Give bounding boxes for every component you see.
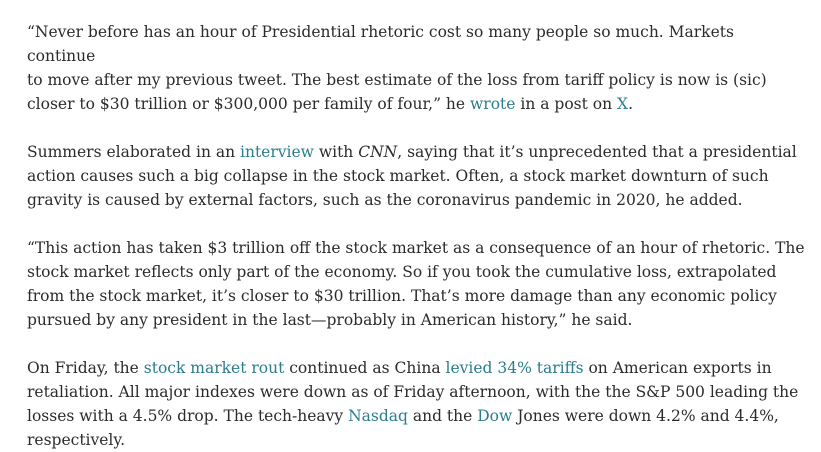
text-line: retaliation. All major indexes were down… — [27, 383, 799, 401]
link-nasdaq[interactable]: Nasdaq — [348, 407, 408, 425]
text-line: gravity is caused by external factors, s… — [27, 191, 743, 209]
link-wrote[interactable]: wrote — [470, 95, 516, 113]
text-line: stock market reflects only part of the e… — [27, 263, 777, 281]
text-segment: continued as China — [284, 359, 446, 377]
text-segment: On Friday, the — [27, 359, 144, 377]
link-interview[interactable]: interview — [240, 143, 314, 161]
text-line: “This action has taken $3 trillion off t… — [27, 239, 805, 257]
text-segment: losses with a 4.5% drop. The tech-heavy — [27, 407, 349, 425]
paragraph-summers-quote: “Never before has an hour of Presidentia… — [27, 20, 807, 116]
text-segment: closer to $30 trillion or $300,000 per f… — [27, 95, 471, 113]
link-x[interactable]: X — [617, 95, 629, 113]
link-stock-market-rout[interactable]: stock market rout — [143, 359, 285, 377]
text-segment: with — [313, 143, 359, 161]
text-line: respectively. — [27, 431, 126, 449]
text-line: pursued by any president in the last—pro… — [27, 311, 633, 329]
text-segment: on American exports in — [583, 359, 772, 377]
text-segment: , saying that it’s unprecedented that a … — [397, 143, 797, 161]
paragraph-rhetoric-quote: “This action has taken $3 trillion off t… — [27, 236, 807, 332]
text-line: to move after my previous tweet. The bes… — [27, 71, 767, 89]
text-segment: and the — [407, 407, 478, 425]
paragraph-friday-markets: On Friday, the stock market rout continu… — [27, 356, 807, 452]
text-segment: Summers elaborated in an — [27, 143, 241, 161]
link-dow[interactable]: Dow — [477, 407, 513, 425]
text-line: “Never before has an hour of Presidentia… — [27, 23, 734, 65]
text-line: action causes such a big collapse in the… — [27, 167, 769, 185]
text-segment: Jones were down 4.2% and 4.4%, — [512, 407, 779, 425]
text-line: from the stock market, it’s closer to $3… — [27, 287, 777, 305]
publication-name: CNN — [358, 143, 398, 161]
link-levied-tariffs[interactable]: levied 34% tariffs — [445, 359, 584, 377]
paragraph-cnn-interview: Summers elaborated in an interview with … — [27, 140, 807, 212]
text-segment: . — [628, 95, 633, 113]
text-segment: in a post on — [515, 95, 618, 113]
